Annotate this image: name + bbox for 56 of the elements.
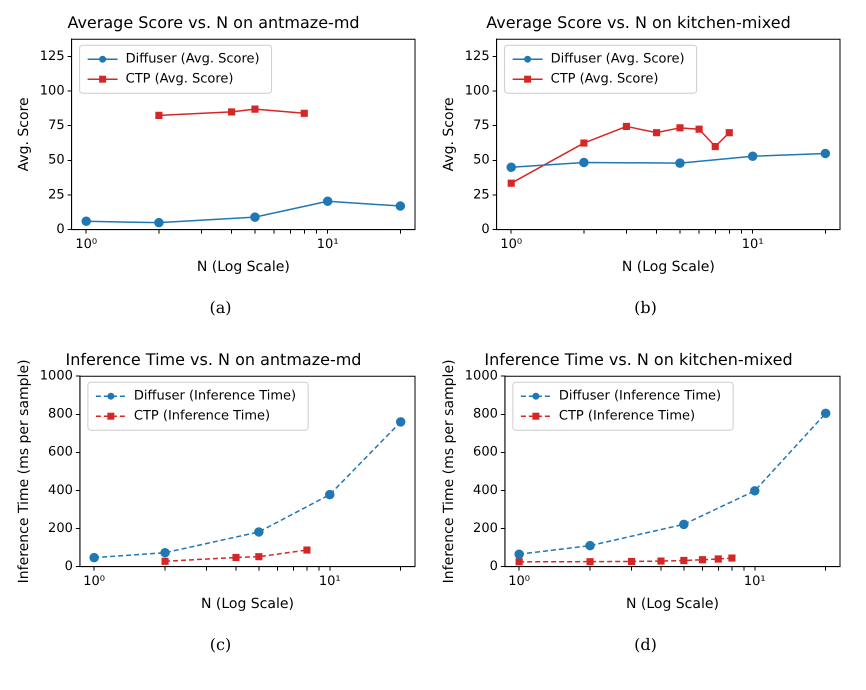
x-tick-label: 10⁰ [83,574,106,589]
y-tick-label: 50 [473,152,490,168]
chart-title: Inference Time vs. N on kitchen-mixed [484,350,793,369]
y-tick-label: 100 [40,84,65,98]
y-tick-label: 25 [473,187,490,202]
y-tick-label: 50 [48,152,65,168]
legend-label: CTP (Inference Time) [558,408,696,424]
x-tick-label: 10¹ [318,574,341,589]
y-tick-label: 600 [473,444,498,460]
y-tick-label: 1000 [464,368,498,384]
x-axis-title: N (Log Scale) [200,596,294,612]
y-tick-label: 200 [473,520,498,536]
text: (a) [208,298,233,317]
y-tick-label: 200 [48,520,73,536]
y-tick-label: 400 [48,482,73,498]
legend-label: CTP (Inference Time) [134,408,270,424]
y-tick-label: 1000 [40,368,73,384]
legend-label: Diffuser (Inference Time) [134,388,296,404]
y-axis-title: Inference Time (ms per sample) [16,359,32,584]
x-axis-title: N (Log Scale) [196,259,290,276]
y-axis-title: Inference Time (ms per sample) [441,359,458,584]
x-tick-label: 10¹ [316,236,339,252]
y-axis-title: Avg. Score [16,97,32,172]
chart-title: Average Score vs. N on kitchen-mixed [486,12,791,32]
x-tick-label: 10⁰ [500,236,522,252]
legend-label: Diffuser (Inference Time) [558,388,722,404]
y-tick-label: 125 [40,48,65,64]
y-axis-title: Avg. Score [441,97,458,172]
x-axis-title: N (Log Scale) [626,596,719,612]
y-tick-label: 0 [490,558,498,574]
x-tick-label: 10⁰ [75,236,98,252]
chart-title: Inference Time vs. N on antmaze-md [66,350,362,369]
legend-label: CTP (Avg. Score) [126,72,234,87]
y-tick-label: 400 [473,482,498,498]
y-tick-label: 0 [56,222,65,237]
x-tick-label: 10⁰ [508,574,530,589]
y-tick-label: 800 [473,406,498,422]
y-tick-label: 125 [464,48,490,64]
text: (d) [633,635,658,654]
y-tick-label: 75 [48,118,65,134]
y-tick-label: 100 [464,84,490,98]
y-tick-label: 0 [64,558,73,574]
x-tick-label: 10¹ [744,574,766,589]
chart-title: Average Score vs. N on antmaze-md [67,12,360,32]
legend-label: Diffuser (Avg. Score) [550,52,685,67]
text: (c) [208,635,232,654]
legend-label: Diffuser (Avg. Score) [126,52,260,67]
y-tick-label: 800 [48,406,73,422]
y-tick-label: 75 [473,118,490,134]
y-tick-label: 0 [481,222,490,237]
legend-label: CTP (Avg. Score) [550,72,659,87]
x-axis-title: N (Log Scale) [622,259,715,276]
y-tick-label: 600 [48,444,73,460]
y-tick-label: 25 [48,187,65,202]
x-tick-label: 10¹ [742,236,764,252]
text: (b) [633,298,658,317]
